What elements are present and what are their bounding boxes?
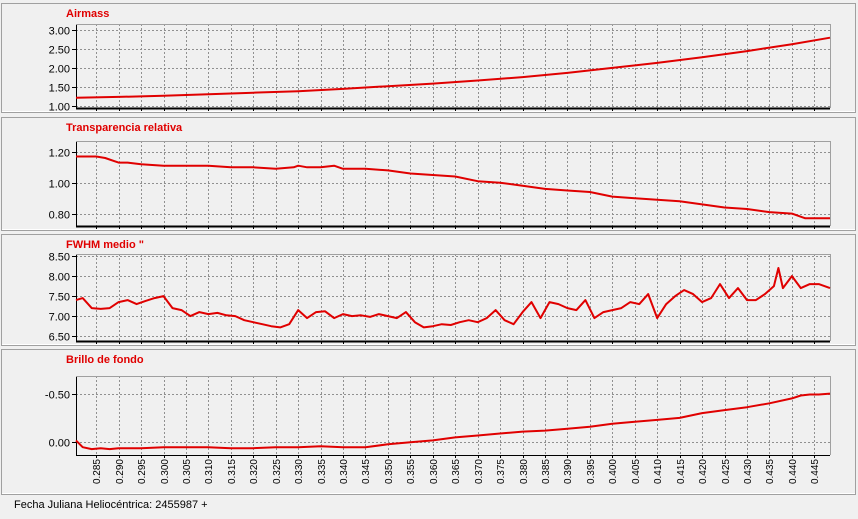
y-tick-label: 3.00 xyxy=(49,26,70,38)
x-tick-label: 0.285 xyxy=(92,459,103,484)
footer-jd-label: Fecha Juliana Heliocéntrica: 2455987 + xyxy=(14,499,208,511)
series-line xyxy=(75,267,831,329)
x-tick-label: 0.400 xyxy=(608,459,619,484)
x-tick-label: 0.305 xyxy=(182,459,193,484)
x-tick-label: 0.315 xyxy=(227,459,238,484)
x-tick-label: 0.410 xyxy=(653,459,664,484)
x-tick-label: 0.415 xyxy=(676,459,687,484)
x-tick-label: 0.335 xyxy=(317,459,328,484)
series-line xyxy=(75,36,831,99)
panel-title: FWHM medio " xyxy=(66,239,144,251)
x-tick-label: 0.300 xyxy=(160,459,171,484)
x-tick-label: 0.320 xyxy=(249,459,260,484)
panel-title: Airmass xyxy=(66,8,109,20)
x-tick-label: 0.435 xyxy=(765,459,776,484)
x-tick-label: 0.350 xyxy=(384,459,395,484)
x-tick-label: 0.345 xyxy=(361,459,372,484)
y-tick-label: 2.50 xyxy=(49,45,70,57)
x-tick-label: 0.325 xyxy=(272,459,283,484)
x-tick-label: 0.425 xyxy=(721,459,732,484)
y-tick-label: 1.00 xyxy=(49,179,70,191)
x-tick-label: 0.310 xyxy=(204,459,215,484)
x-tick-label: 0.445 xyxy=(810,459,821,484)
panel-title: Transparencia relativa xyxy=(66,122,183,134)
plot-area xyxy=(76,254,830,341)
x-tick-label: 0.330 xyxy=(294,459,305,484)
panel-title: Brillo de fondo xyxy=(66,354,144,366)
y-tick-label: 0.00 xyxy=(49,438,70,450)
y-tick-label: 7.00 xyxy=(49,312,70,324)
x-tick-label: 0.380 xyxy=(519,459,530,484)
series-line xyxy=(76,155,830,220)
x-tick-label: 0.340 xyxy=(339,459,350,484)
y-tick-label: 1.20 xyxy=(49,148,70,160)
x-tick-label: 0.390 xyxy=(563,459,574,484)
plot-area xyxy=(76,376,830,455)
x-tick-label: 0.295 xyxy=(137,459,148,484)
x-tick-label: 0.430 xyxy=(743,459,754,484)
series-line xyxy=(75,392,831,451)
y-tick-label: 1.00 xyxy=(49,102,70,114)
y-tick-label: 0.80 xyxy=(49,210,70,222)
x-tick-label: 0.375 xyxy=(496,459,507,484)
y-tick-label: 1.50 xyxy=(49,83,70,95)
y-tick-label: -0.50 xyxy=(45,390,70,402)
y-tick-label: 8.00 xyxy=(49,272,70,284)
x-tick-label: 0.355 xyxy=(406,459,417,484)
y-tick-label: 7.50 xyxy=(49,292,70,304)
y-tick-label: 6.50 xyxy=(49,332,70,344)
x-tick-label: 0.360 xyxy=(429,459,440,484)
x-tick-label: 0.405 xyxy=(631,459,642,484)
x-tick-label: 0.440 xyxy=(788,459,799,484)
x-tick-label: 0.370 xyxy=(474,459,485,484)
x-tick-label: 0.420 xyxy=(698,459,709,484)
x-tick-label: 0.290 xyxy=(115,459,126,484)
y-tick-label: 2.00 xyxy=(49,64,70,76)
x-tick-label: 0.365 xyxy=(451,459,462,484)
y-tick-label: 8.50 xyxy=(49,252,70,264)
x-tick-label: 0.395 xyxy=(586,459,597,484)
x-tick-label: 0.385 xyxy=(541,459,552,484)
